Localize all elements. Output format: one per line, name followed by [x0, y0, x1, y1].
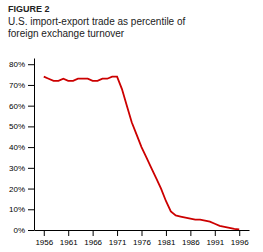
y-tick: 50% — [9, 122, 34, 131]
line — [44, 77, 239, 230]
y-tick-mark — [28, 230, 34, 231]
x-tick-mark — [190, 230, 191, 236]
x-tick-mark — [117, 230, 118, 236]
y-tick: 10% — [9, 205, 34, 214]
y-tick: 30% — [9, 164, 34, 173]
x-tick-label: 1991 — [206, 238, 224, 247]
x-tick-label: 1971 — [109, 238, 127, 247]
y-tick-label: 70% — [9, 81, 25, 90]
x-tick-label: 1966 — [84, 238, 102, 247]
y-tick-label: 40% — [9, 143, 25, 152]
title: U.S. import-export trade as percentile o… — [8, 16, 186, 39]
x-tick-label: 1986 — [182, 238, 200, 247]
x-axis: 1956 1961 1966 1971 1976 1981 1986 1991 1996 — [35, 230, 250, 247]
x-tick-label: 1961 — [60, 238, 78, 247]
x-tick: 1981 — [158, 230, 176, 247]
y-tick-mark — [28, 106, 34, 107]
figure-label: FIGURE 2 — [8, 4, 50, 14]
x-tick-label: 1976 — [133, 238, 151, 247]
x-tick-mark — [44, 230, 45, 236]
x-tick-label: 1956 — [35, 238, 53, 247]
x-tick: 1996 — [231, 230, 249, 247]
chart: FIGURE 2 U.S. import-export trade as perc… — [0, 0, 263, 252]
y-tick-label: 30% — [9, 164, 25, 173]
y-tick-mark — [28, 189, 34, 190]
y-tick-mark — [28, 209, 34, 210]
y-tick-mark — [28, 85, 34, 86]
y-tick-mark — [28, 147, 34, 148]
title-line: U.S. import-export trade as percentile o… — [8, 16, 186, 27]
x-tick: 1961 — [60, 230, 78, 247]
y-tick: 80% — [9, 60, 34, 69]
y-axis: 0% 10% 20% 30% 40% 50% 60% 70% 80% — [9, 59, 35, 236]
x-tick-mark — [215, 230, 216, 236]
x-tick-mark — [166, 230, 167, 236]
x-tick: 1991 — [206, 230, 224, 247]
y-axis-line — [34, 59, 35, 231]
y-tick: 20% — [9, 185, 34, 194]
y-tick: 70% — [9, 81, 34, 90]
y-tick: 0% — [13, 226, 34, 235]
y-tick-label: 50% — [9, 122, 25, 131]
y-tick-label: 0% — [13, 226, 25, 235]
y-tick-label: 10% — [9, 205, 25, 214]
y-tick-label: 80% — [9, 60, 25, 69]
title-line: foreign exchange turnover — [8, 28, 125, 39]
x-tick: 1976 — [133, 230, 151, 247]
x-tick: 1956 — [35, 230, 53, 247]
x-tick-mark — [142, 230, 143, 236]
x-tick-mark — [239, 230, 240, 236]
x-tick: 1971 — [109, 230, 127, 247]
y-tick-mark — [28, 126, 34, 127]
x-tick-mark — [68, 230, 69, 236]
x-tick: 1966 — [84, 230, 102, 247]
x-tick: 1986 — [182, 230, 200, 247]
y-tick-label: 20% — [9, 185, 25, 194]
y-tick-mark — [28, 168, 34, 169]
y-tick: 60% — [9, 102, 34, 111]
y-tick-mark — [28, 64, 34, 65]
x-tick-mark — [93, 230, 94, 236]
y-tick-label: 60% — [9, 102, 25, 111]
x-tick-label: 1996 — [231, 238, 249, 247]
y-tick: 40% — [9, 143, 34, 152]
x-tick-label: 1981 — [158, 238, 176, 247]
plot-area — [44, 77, 239, 230]
